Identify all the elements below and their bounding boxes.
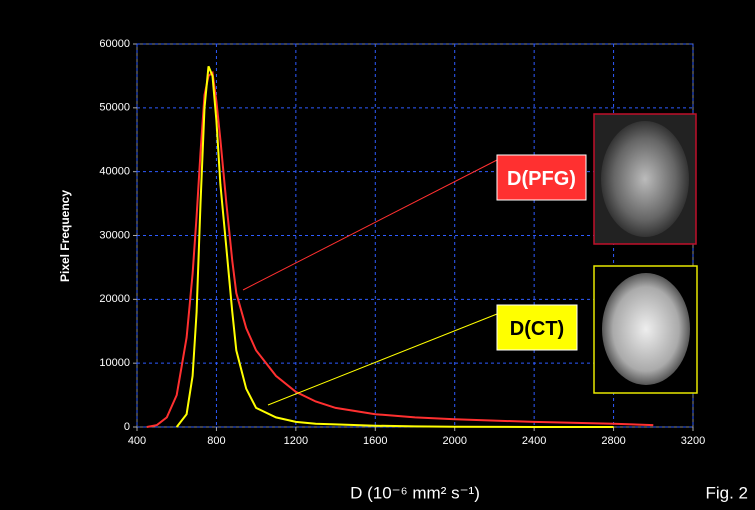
legend-box <box>496 304 578 351</box>
x-tick-label: 1600 <box>363 435 387 447</box>
y-tick-label: 40000 <box>99 166 130 178</box>
y-tick-label: 10000 <box>99 357 130 369</box>
y-tick-label: 0 <box>124 421 130 433</box>
x-tick-label: 400 <box>128 435 146 447</box>
y-axis-label: Pixel Frequency <box>58 190 72 282</box>
pfg-brain <box>601 121 689 237</box>
y-tick-label: 30000 <box>99 229 130 241</box>
figure-label: Fig. 2 <box>705 483 748 502</box>
x-tick-label: 800 <box>207 435 225 447</box>
x-tick-label: 2400 <box>522 435 546 447</box>
series-line <box>146 70 654 428</box>
leader-line <box>267 313 498 406</box>
ct-brain <box>602 273 690 385</box>
leader-line <box>242 159 498 291</box>
y-tick-label: 50000 <box>99 102 130 114</box>
x-tick-label: 2800 <box>601 435 625 447</box>
legend-label: D(PFG) <box>507 168 576 190</box>
y-tick-label: 60000 <box>99 38 130 50</box>
series-line <box>175 65 614 428</box>
y-tick-label: 20000 <box>99 293 130 305</box>
x-tick-label: 2000 <box>442 435 466 447</box>
x-tick-label: 1200 <box>284 435 308 447</box>
x-tick-label: 3200 <box>681 435 705 447</box>
legend-label: D(CT) <box>510 318 564 340</box>
x-axis-label: D (10⁻⁶ mm² s⁻¹) <box>350 483 480 502</box>
legend-box <box>496 154 587 201</box>
